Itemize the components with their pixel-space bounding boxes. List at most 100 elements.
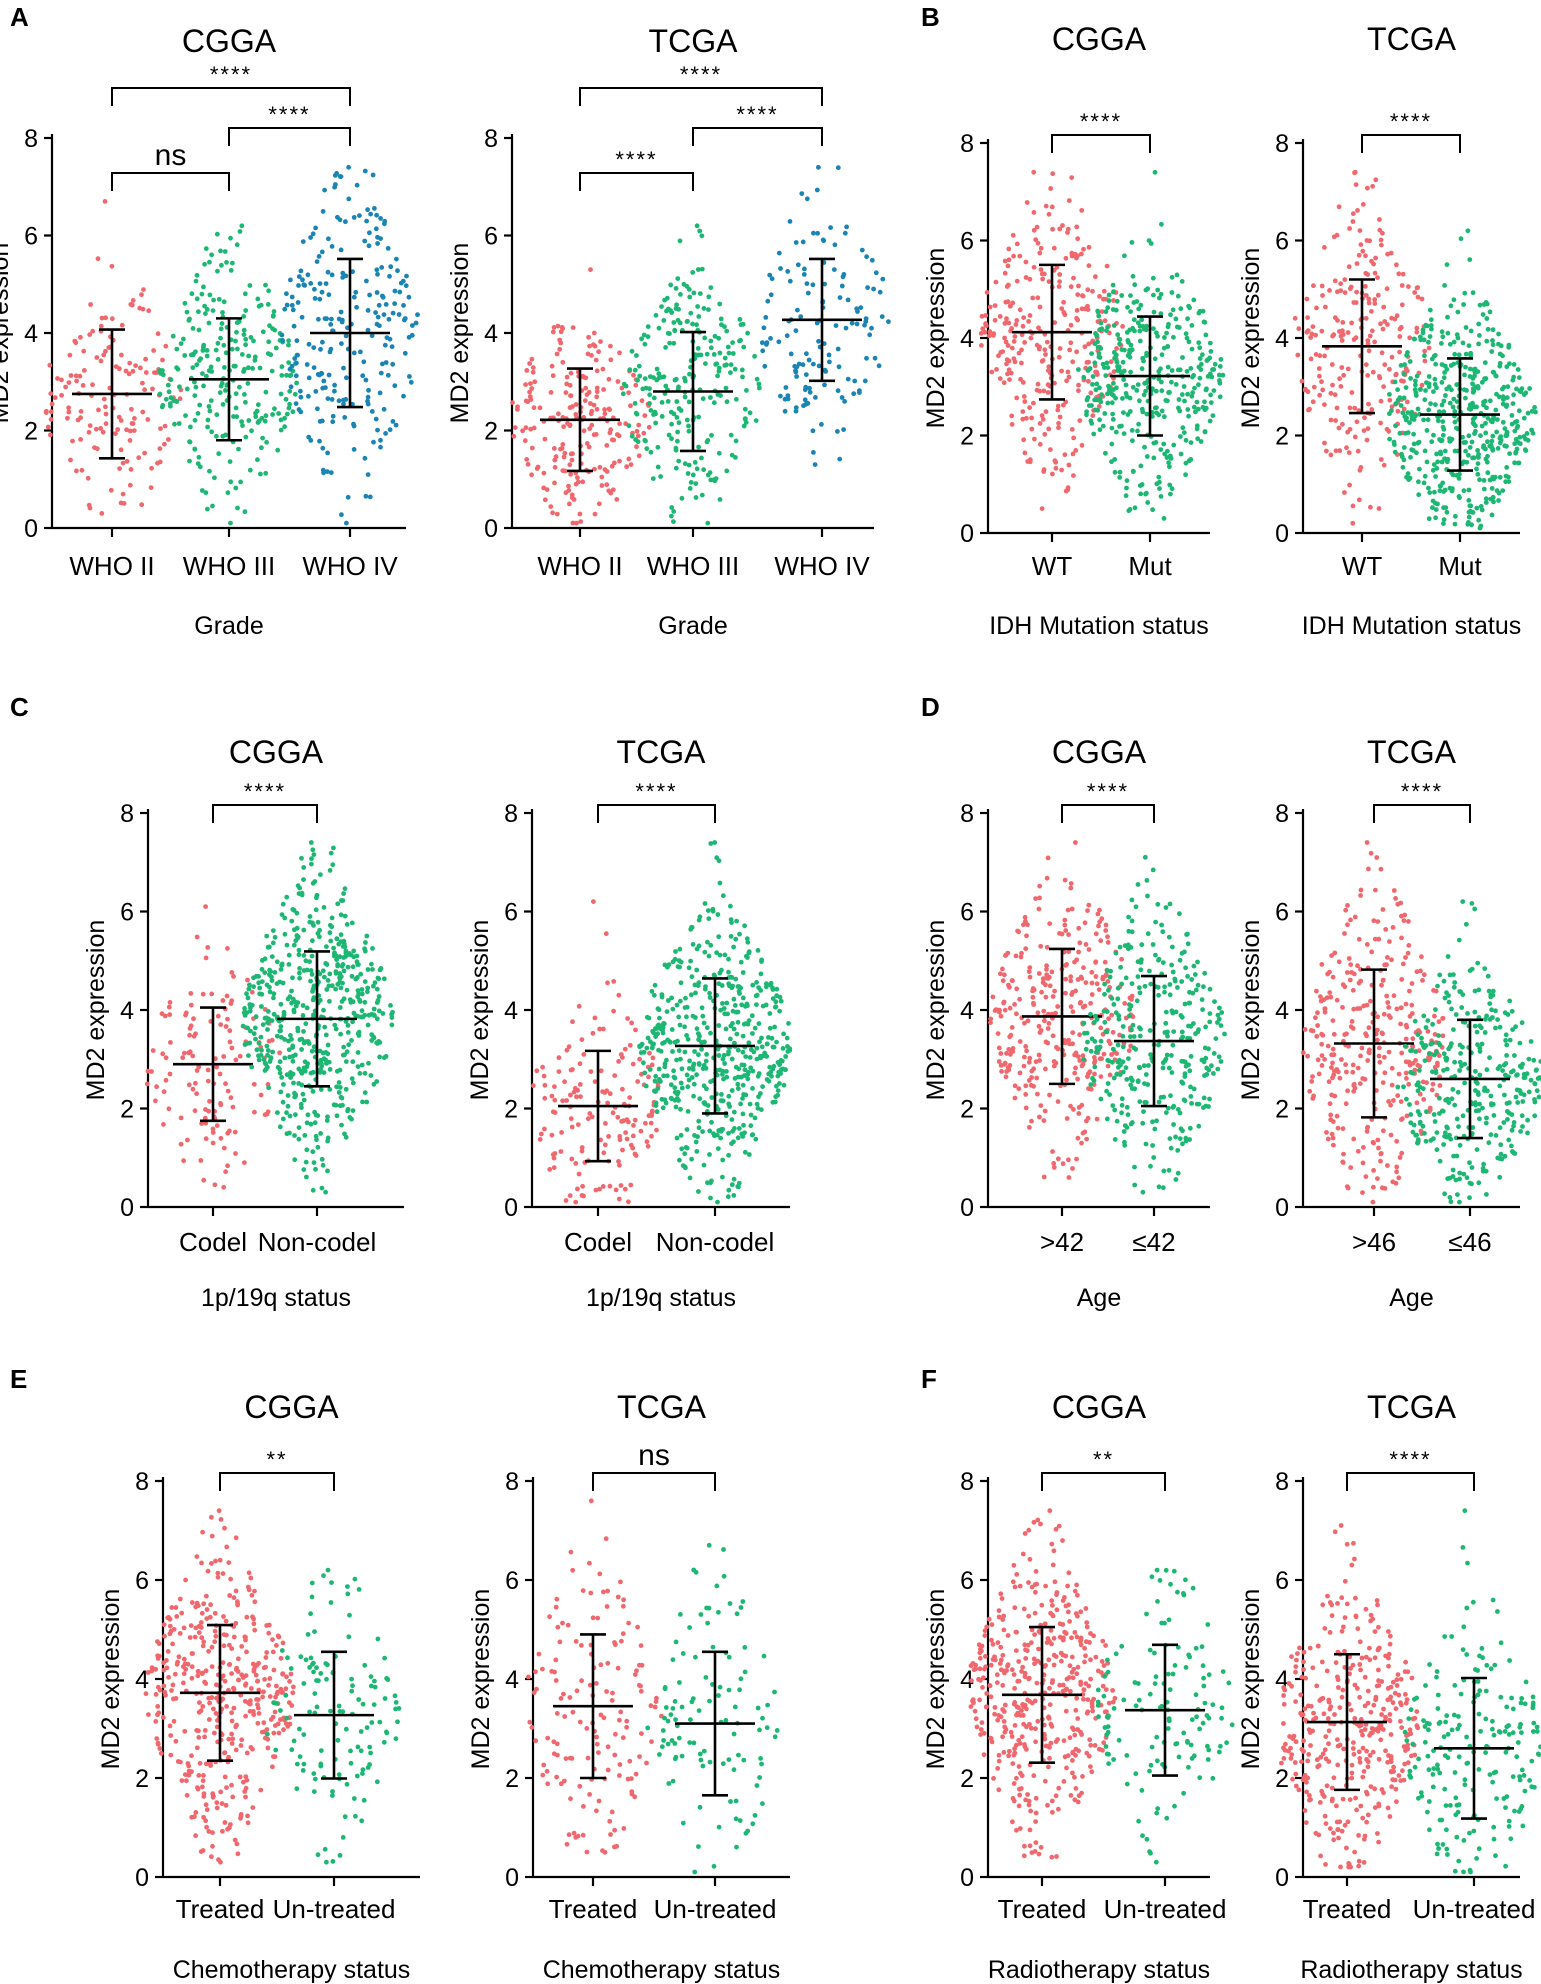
data-point	[750, 1132, 756, 1137]
data-point	[1426, 374, 1432, 379]
data-point	[1169, 486, 1175, 492]
data-point	[618, 1183, 624, 1188]
data-point	[210, 1140, 216, 1146]
data-point	[371, 439, 376, 445]
data-point	[280, 980, 286, 986]
data-point	[1043, 203, 1049, 209]
data-point	[1132, 505, 1138, 511]
data-point	[289, 294, 295, 300]
data-point	[220, 310, 225, 315]
data-point	[378, 216, 383, 221]
data-point	[163, 1077, 169, 1083]
data-point	[1050, 1149, 1055, 1154]
data-point	[765, 298, 771, 304]
data-point	[194, 1091, 200, 1097]
data-point	[183, 413, 188, 418]
data-point	[1426, 339, 1431, 345]
data-point	[1375, 275, 1380, 280]
data-point	[1201, 1095, 1207, 1101]
data-point	[1159, 388, 1165, 394]
data-point	[81, 348, 87, 354]
data-point	[1103, 922, 1109, 928]
data-point	[718, 1098, 724, 1103]
x-axis-label: Grade	[194, 612, 263, 640]
data-point	[262, 1060, 268, 1066]
data-point	[1469, 439, 1475, 445]
data-point	[1133, 904, 1139, 910]
data-point	[616, 1196, 622, 1202]
data-point	[1076, 388, 1081, 394]
data-point	[1124, 478, 1130, 483]
data-point	[743, 1054, 749, 1059]
data-point	[1363, 293, 1369, 298]
data-point	[584, 392, 590, 397]
data-point	[378, 444, 383, 450]
data-point	[401, 303, 406, 308]
data-point	[800, 239, 806, 245]
data-point	[1472, 366, 1478, 372]
data-point	[1094, 381, 1100, 387]
data-point	[702, 901, 708, 906]
data-point	[1332, 392, 1338, 398]
data-point	[160, 403, 166, 408]
data-point	[1068, 974, 1074, 980]
data-point	[1105, 1063, 1111, 1069]
data-point	[1349, 1019, 1355, 1024]
data-point	[708, 285, 714, 290]
data-point	[1098, 1096, 1104, 1102]
significance-label: ns	[155, 139, 187, 172]
data-point	[568, 370, 574, 376]
data-point	[1429, 356, 1435, 362]
data-point	[369, 333, 375, 339]
data-point	[296, 283, 301, 288]
data-point	[1086, 341, 1092, 347]
data-point	[1532, 405, 1537, 410]
data-point	[380, 361, 385, 367]
data-point	[835, 388, 841, 394]
data-point	[279, 332, 285, 338]
data-point	[332, 184, 337, 190]
data-point	[656, 371, 662, 377]
data-point	[1341, 372, 1347, 378]
data-point	[1102, 1019, 1108, 1025]
data-point	[366, 1060, 371, 1066]
data-point	[280, 338, 285, 343]
data-point	[284, 302, 290, 308]
data-point	[776, 339, 782, 345]
data-point	[744, 936, 750, 942]
data-point	[278, 391, 284, 397]
data-point	[1162, 984, 1167, 990]
data-point	[1179, 1029, 1185, 1035]
data-point	[777, 1008, 782, 1014]
data-point	[406, 294, 412, 300]
data-point	[278, 1001, 284, 1007]
data-point	[1027, 974, 1033, 980]
data-point	[297, 975, 302, 981]
data-point	[1085, 287, 1091, 293]
data-point	[1036, 1052, 1042, 1058]
data-point	[144, 1081, 150, 1087]
data-point	[345, 1023, 351, 1028]
data-point	[339, 963, 345, 969]
data-point	[701, 467, 707, 473]
data-point	[1471, 388, 1477, 394]
data-point	[1204, 1072, 1210, 1077]
data-point	[103, 348, 108, 354]
data-point	[1088, 390, 1094, 396]
data-point	[724, 1000, 730, 1006]
data-point	[338, 912, 344, 918]
data-point	[733, 1009, 739, 1015]
data-point	[146, 308, 152, 314]
data-point	[1389, 354, 1395, 360]
data-point	[1484, 405, 1489, 411]
x-tick-label: Non-codel	[656, 1227, 775, 1257]
data-point	[253, 414, 259, 419]
data-point	[1126, 1013, 1132, 1019]
data-point	[1393, 371, 1399, 377]
data-point	[295, 300, 301, 305]
data-point	[1084, 360, 1090, 365]
data-point	[740, 1049, 746, 1055]
y-tick-label: 0	[120, 1194, 134, 1222]
data-point	[297, 885, 303, 891]
data-point	[558, 340, 564, 346]
